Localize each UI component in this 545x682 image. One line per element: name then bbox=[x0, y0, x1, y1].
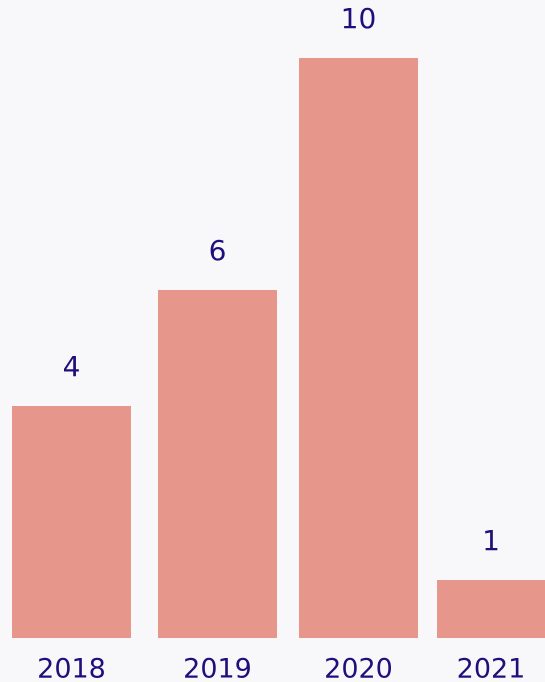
bars-group bbox=[12, 58, 545, 638]
tick-label-2019: 2019 bbox=[183, 654, 252, 682]
x-axis-tick-labels: 2018 2019 2020 2021 bbox=[37, 654, 525, 682]
value-label-2019: 6 bbox=[209, 234, 227, 267]
value-label-2021: 1 bbox=[482, 524, 500, 557]
bar-2018 bbox=[12, 406, 131, 638]
bar-2020 bbox=[299, 58, 418, 638]
value-labels-group: 4 6 10 1 bbox=[63, 2, 500, 557]
tick-label-2020: 2020 bbox=[324, 654, 393, 682]
value-label-2018: 4 bbox=[63, 350, 81, 383]
value-label-2020: 10 bbox=[341, 2, 377, 35]
bar-2019 bbox=[158, 290, 277, 638]
tick-label-2021: 2021 bbox=[457, 654, 526, 682]
tick-label-2018: 2018 bbox=[37, 654, 106, 682]
bar-2021 bbox=[437, 580, 545, 638]
